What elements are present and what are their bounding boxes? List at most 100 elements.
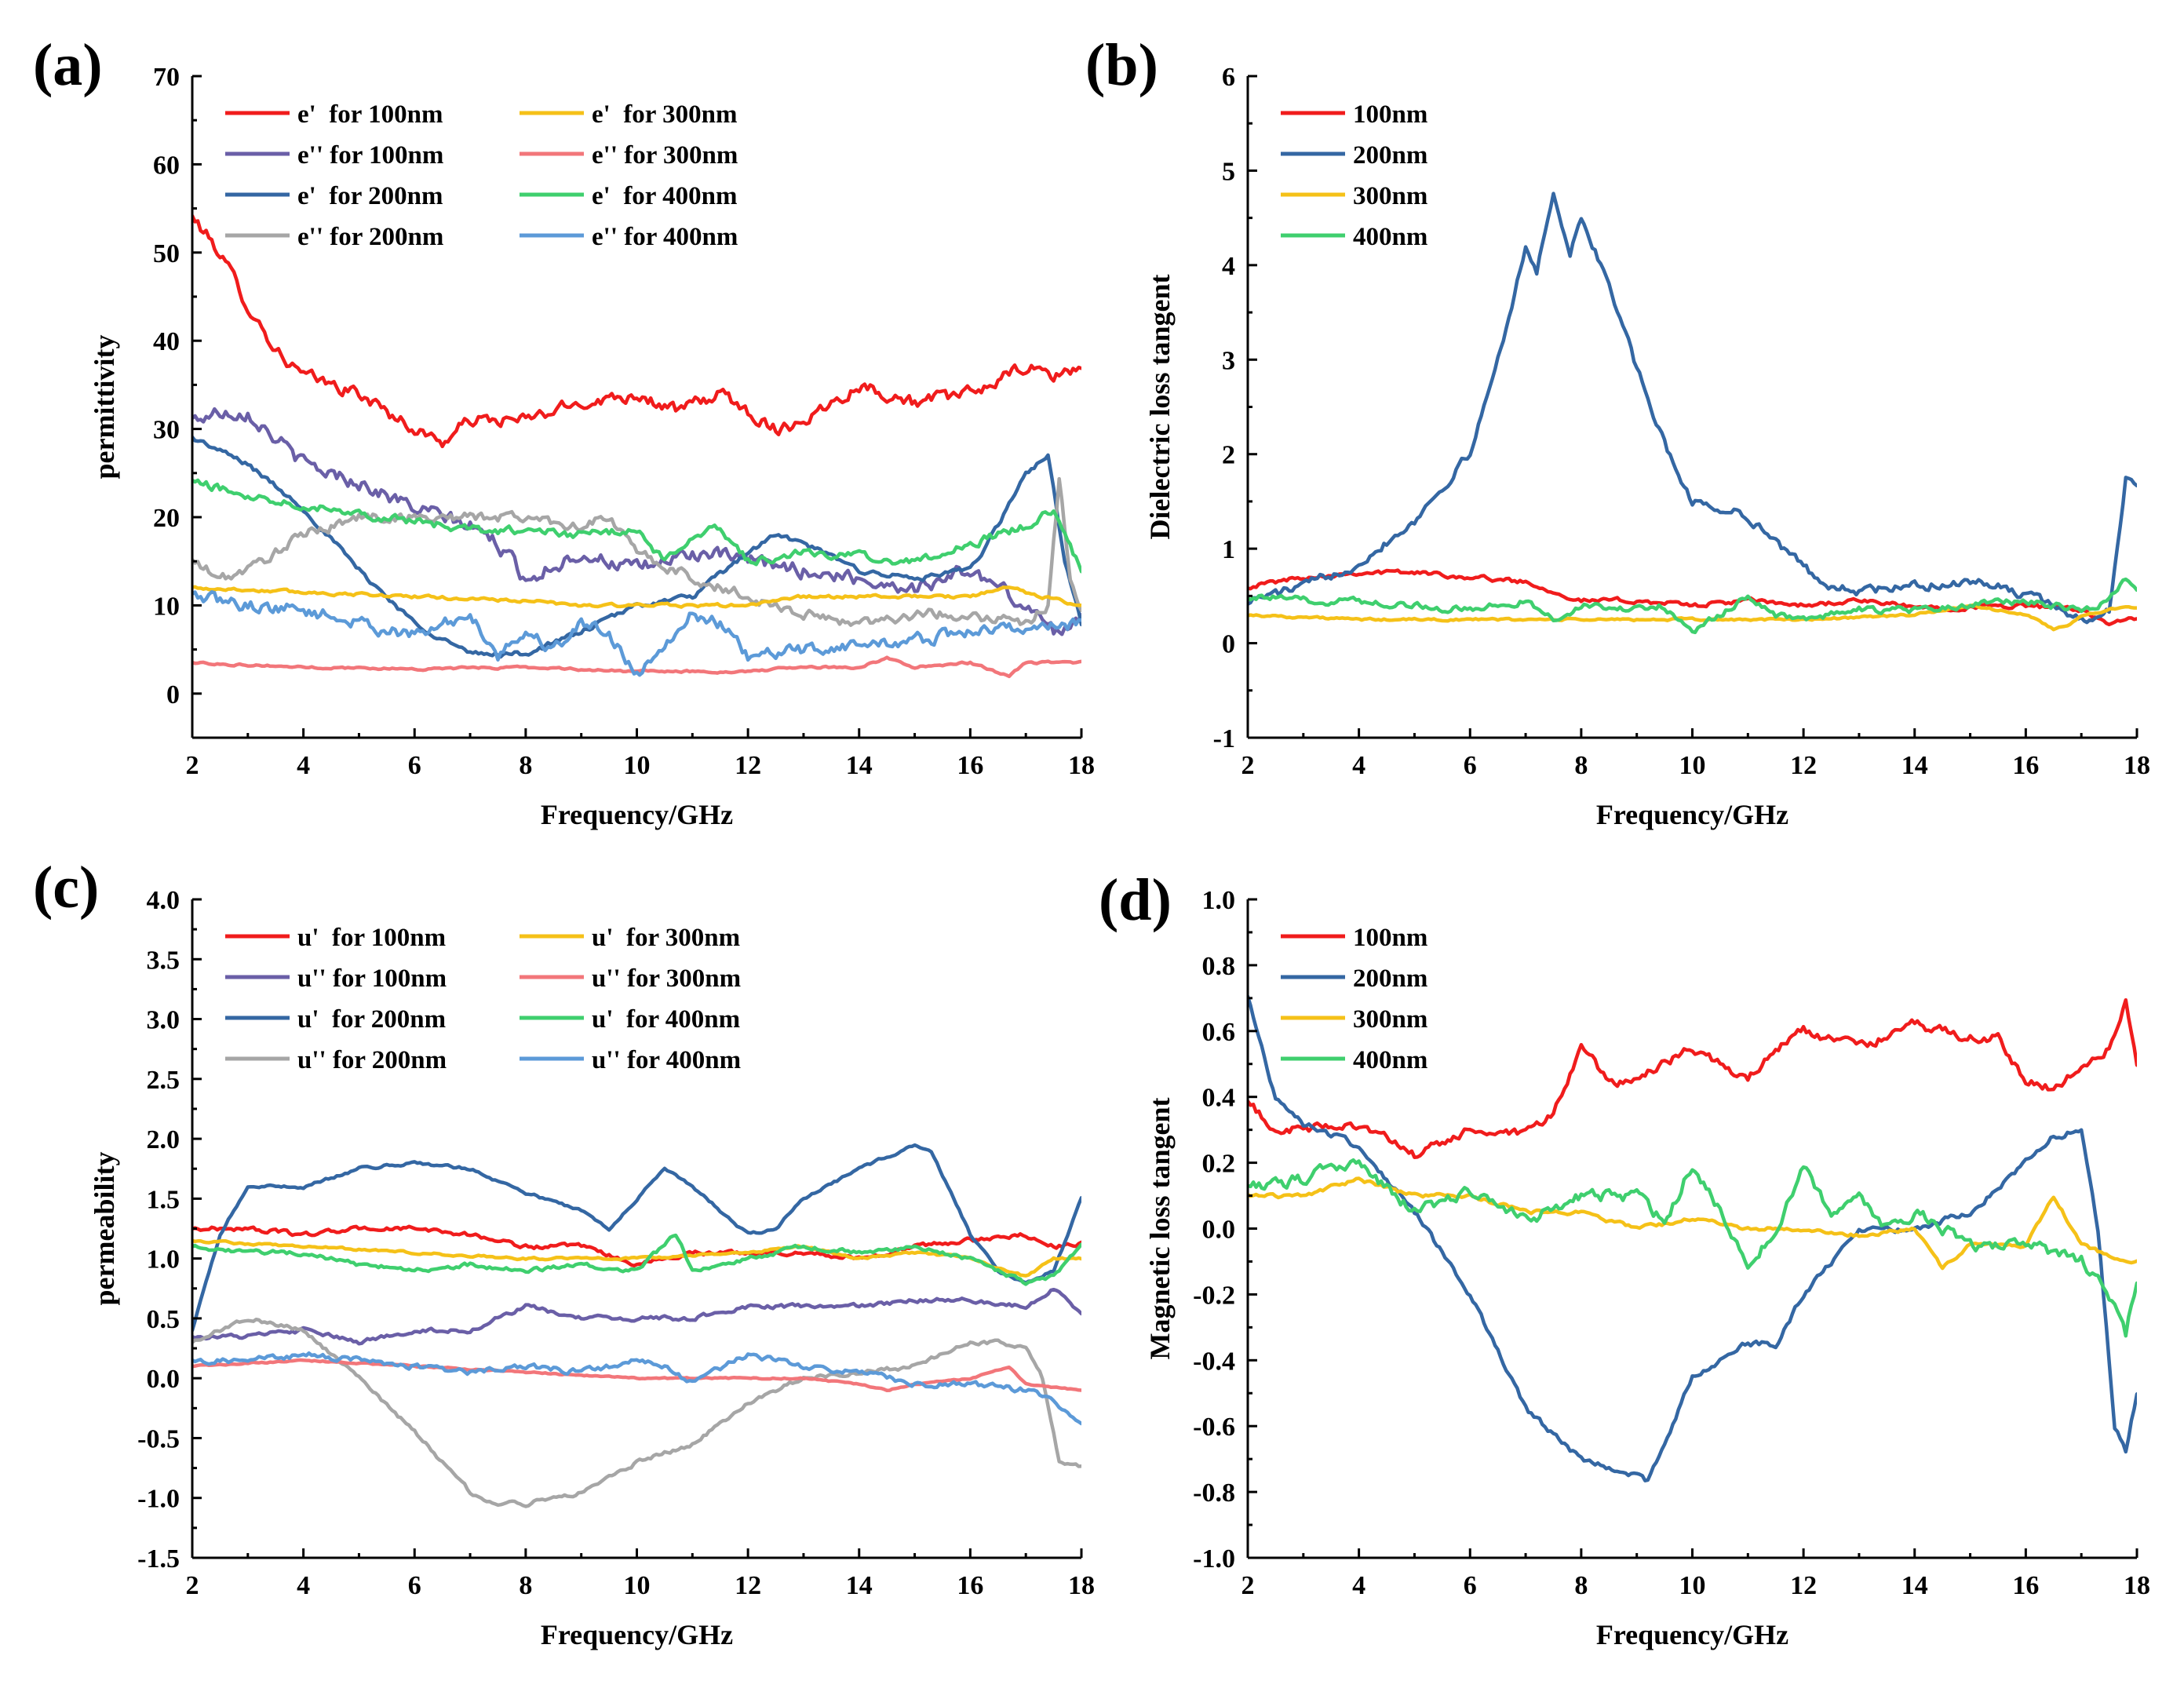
legend-label-300nm: 300nm	[1353, 1005, 1427, 1034]
series-line-ep-for-400nm	[192, 478, 1081, 574]
x-tick-label: 12	[735, 751, 761, 780]
y-tick-label: 1.5	[147, 1185, 180, 1214]
series-line-ep-for-200nm	[192, 435, 1081, 659]
y-axis-title: Magnetic loss tangent	[1144, 1098, 1176, 1360]
y-tick-label: 2.0	[147, 1125, 180, 1154]
x-tick-label: 6	[1464, 1571, 1477, 1600]
y-tick-label: 0.2	[1202, 1150, 1236, 1179]
legend-label-200nm: 200nm	[1353, 965, 1427, 993]
legend-label-200nm: 200nm	[1353, 141, 1427, 170]
series-line-upp-for-100nm	[192, 1287, 1081, 1346]
x-tick-label: 4	[297, 1571, 310, 1600]
x-tick-label: 2	[1241, 1571, 1255, 1600]
y-tick-label: -0.8	[1193, 1479, 1235, 1508]
y-tick-label: 40	[153, 327, 180, 356]
y-tick-label: 2.5	[147, 1066, 180, 1095]
legend-label-ep-for-400nm: e' for 400nm	[592, 182, 737, 210]
series-line-300nm	[1248, 603, 2137, 632]
y-tick-label: 50	[153, 239, 180, 268]
series-line-200nm	[1248, 191, 2137, 625]
y-tick-label: 10	[153, 592, 180, 621]
y-axis-title: permeability	[89, 1152, 120, 1306]
x-tick-label: 14	[846, 1571, 873, 1600]
y-tick-label: 3	[1222, 346, 1235, 375]
legend-label-ep-for-200nm: e' for 200nm	[297, 182, 443, 210]
x-tick-label: 8	[1574, 751, 1588, 780]
series-group	[1248, 191, 2137, 635]
series-line-epp-for-100nm	[192, 407, 1081, 636]
y-tick-label: 70	[153, 63, 180, 92]
series-line-300nm	[1248, 1176, 2137, 1271]
legend-label-up-for-400nm: u' for 400nm	[592, 1005, 740, 1034]
y-tick-label: 2	[1222, 441, 1235, 470]
series-line-epp-for-400nm	[192, 590, 1081, 677]
legend-label-ep-for-100nm: e' for 100nm	[297, 100, 443, 129]
legend-label-upp-for-400nm: u'' for 400nm	[592, 1046, 741, 1074]
legend-label-up-for-200nm: u' for 200nm	[297, 1005, 446, 1034]
y-tick-label: 1	[1222, 535, 1235, 564]
y-tick-label: -0.5	[137, 1424, 180, 1453]
x-tick-label: 14	[1901, 751, 1928, 780]
series-line-up-for-100nm	[192, 1224, 1081, 1268]
x-axis-title: Frequency/GHz	[1596, 1619, 1788, 1650]
series-line-ep-for-100nm	[192, 213, 1081, 449]
x-tick-label: 12	[1790, 1571, 1817, 1600]
y-tick-label: 0.6	[1202, 1018, 1236, 1047]
x-tick-label: 8	[519, 1571, 532, 1600]
x-tick-label: 8	[1574, 1571, 1588, 1600]
series-line-100nm	[1248, 997, 2137, 1159]
y-tick-label: -1	[1213, 724, 1235, 753]
y-tick-label: 0.0	[147, 1365, 180, 1394]
x-axis-title: Frequency/GHz	[541, 1619, 733, 1650]
series-line-up-for-400nm	[192, 1233, 1081, 1286]
x-tick-label: 6	[1464, 751, 1477, 780]
x-tick-label: 10	[624, 751, 651, 780]
panel-label: (b)	[1085, 32, 1158, 98]
panel-label: (d)	[1099, 867, 1172, 933]
legend-label-epp-for-300nm: e'' for 300nm	[592, 141, 738, 170]
series-group	[192, 213, 1081, 679]
x-tick-label: 14	[1901, 1571, 1928, 1600]
legend-label-100nm: 100nm	[1353, 924, 1427, 952]
x-tick-label: 16	[957, 751, 983, 780]
x-tick-label: 18	[2124, 1571, 2150, 1600]
series-line-400nm	[1248, 577, 2137, 635]
series-line-epp-for-200nm	[192, 476, 1081, 627]
y-tick-label: -0.2	[1193, 1281, 1235, 1310]
y-tick-label: 0.8	[1202, 952, 1236, 981]
x-tick-label: 16	[2012, 1571, 2039, 1600]
x-tick-label: 2	[1241, 751, 1255, 780]
y-tick-label: 5	[1222, 157, 1235, 186]
y-axis-title: Dielectric loss tangent	[1144, 275, 1176, 540]
series-line-up-for-300nm	[192, 1238, 1081, 1278]
y-tick-label: 1.0	[147, 1245, 180, 1274]
x-axis-title: Frequency/GHz	[541, 799, 733, 830]
x-tick-label: 16	[957, 1571, 983, 1600]
x-tick-label: 4	[297, 751, 310, 780]
x-tick-label: 16	[2012, 751, 2039, 780]
y-tick-label: -1.0	[1193, 1544, 1235, 1573]
series-line-upp-for-200nm	[192, 1317, 1081, 1508]
y-tick-label: -0.6	[1193, 1413, 1235, 1442]
x-tick-label: 14	[846, 751, 873, 780]
series-line-upp-for-300nm	[192, 1358, 1081, 1393]
legend-label-ep-for-300nm: e' for 300nm	[592, 100, 737, 129]
y-tick-label: 4	[1222, 252, 1235, 281]
legend-label-epp-for-200nm: e'' for 200nm	[297, 223, 443, 251]
legend-label-up-for-300nm: u' for 300nm	[592, 924, 740, 952]
series-line-400nm	[1248, 1158, 2137, 1338]
y-axis-title: permittivity	[89, 335, 120, 480]
legend: 100nm 200nm 300nm 400nm	[1281, 924, 1427, 1074]
panel-b: 2 4 6 8 10 12 14 16 18-10123456Frequency/GHzDiel…	[1085, 32, 2150, 830]
y-tick-label: 1.0	[1202, 886, 1236, 915]
y-tick-label: 4.0	[147, 886, 180, 915]
x-tick-label: 4	[1352, 751, 1365, 780]
x-tick-label: 4	[1352, 1571, 1365, 1600]
panel-a: 2 4 6 8 10 12 14 16 18 0 10 20 30 40 50 60 70 Frequency/G…	[33, 32, 1095, 830]
legend-label-epp-for-100nm: e'' for 100nm	[297, 141, 443, 170]
x-tick-label: 10	[624, 1571, 651, 1600]
legend-label-100nm: 100nm	[1353, 100, 1427, 129]
legend-label-400nm: 400nm	[1353, 223, 1427, 251]
y-tick-label: 0.0	[1202, 1216, 1236, 1245]
legend-label-300nm: 300nm	[1353, 182, 1427, 210]
